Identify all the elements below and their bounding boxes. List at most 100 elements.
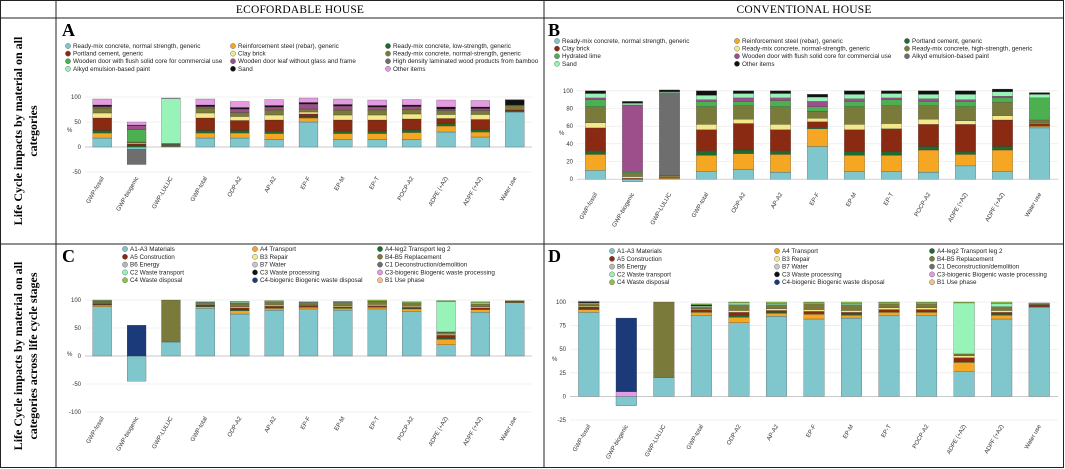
legend-swatch	[65, 66, 71, 72]
bar-segment	[766, 313, 787, 317]
bar-segment	[161, 98, 181, 144]
bar-segment	[333, 306, 353, 308]
bar-segment	[953, 361, 975, 363]
legend-label: B4-B5 Replacement	[385, 254, 442, 261]
legend-label: Alkyd emulsion-based paint	[73, 66, 150, 73]
bar-segment	[733, 90, 754, 94]
bar-segment	[367, 305, 387, 307]
bar-segment	[770, 106, 791, 125]
bar-segment	[578, 308, 600, 310]
bar-segment	[92, 112, 112, 119]
legend-label: High density laminated wood products fro…	[393, 58, 539, 65]
bar-segment	[918, 105, 939, 120]
bar-segment	[992, 88, 1013, 92]
bar-segment	[881, 93, 902, 99]
bar-segment	[728, 315, 750, 318]
bar-segment	[92, 132, 112, 139]
bar-segment	[803, 314, 825, 320]
bar-segment	[195, 302, 215, 305]
legend-swatch	[252, 277, 258, 284]
bar-segment	[878, 302, 900, 305]
x-tick-label: ADPE (+A2)	[428, 416, 450, 447]
legend-swatch	[122, 261, 128, 268]
bar-segment	[333, 109, 353, 116]
bar-segment	[916, 315, 938, 397]
x-tick-label: EP-F	[809, 192, 821, 207]
bar-segment	[578, 309, 600, 313]
bar-segment	[622, 173, 643, 177]
legend-label: C4 Waste disposal	[130, 277, 182, 284]
bar-segment	[766, 308, 787, 311]
bar-segment	[578, 303, 600, 306]
y-axis-label: %	[67, 128, 73, 134]
legend-label: C4-biogenic Biogenic waste disposal	[782, 279, 885, 286]
bar-segment	[505, 111, 525, 148]
x-tick-label: ADPE (+A2)	[428, 176, 450, 207]
bar-segment	[696, 106, 717, 125]
legend-label: Ready-mix concrete, high-strength, gener…	[912, 46, 1032, 53]
bar-segment	[615, 317, 637, 392]
bar-segment	[766, 310, 787, 313]
bar-segment	[92, 306, 112, 357]
bar-segment	[991, 301, 1013, 305]
bar-segment	[1028, 302, 1050, 305]
bar-segment	[195, 137, 215, 148]
y-tick-label: -100	[69, 410, 82, 416]
bar-segment	[402, 109, 422, 115]
bar-segment	[264, 309, 284, 357]
bar-segment	[1029, 94, 1050, 99]
legend-label: Sand	[562, 61, 577, 68]
bar-segment	[436, 125, 456, 133]
legend-swatch	[774, 255, 780, 262]
legend-swatch	[122, 246, 128, 252]
x-tick-label: GWP-total	[190, 176, 209, 203]
legend-swatch	[252, 253, 258, 260]
bar-segment	[953, 302, 975, 355]
bar-segment	[807, 101, 828, 107]
bar-segment	[841, 310, 862, 313]
bar-segment	[264, 304, 284, 307]
bar-segment	[367, 130, 387, 134]
legend-swatch	[230, 58, 236, 65]
y-tick-label: 50	[559, 347, 566, 353]
bar-segment	[402, 99, 422, 106]
panel-label: D	[548, 246, 561, 266]
bar-segment	[1029, 126, 1050, 129]
bar-segment	[505, 300, 525, 302]
row1-side-line2: categories	[26, 105, 40, 157]
bar-segment	[470, 100, 491, 108]
x-tick-label: GWP-fossil	[579, 192, 599, 221]
bar-segment	[92, 107, 112, 114]
legend-label: Ready-mix concrete, normal-strength, gen…	[742, 46, 870, 53]
legend-label: C2 Waste transport	[130, 269, 184, 276]
bar-segment	[878, 303, 900, 308]
y-tick-label: 0	[78, 354, 82, 360]
bar-segment	[470, 136, 491, 148]
bar-segment	[992, 91, 1013, 97]
bar-segment	[955, 124, 976, 152]
bar-segment	[653, 377, 675, 397]
bar-segment	[1028, 307, 1050, 397]
bar-segment	[436, 106, 456, 110]
bar-segment	[470, 119, 491, 130]
bar-segment	[126, 141, 147, 144]
bar-segment	[955, 106, 976, 121]
bar-segment	[696, 124, 717, 130]
bar-segment	[436, 332, 456, 335]
legend-label: Clay brick	[562, 46, 590, 53]
bar-segment	[841, 303, 862, 305]
y-tick-label: 40	[566, 142, 573, 148]
bar-segment	[1028, 304, 1050, 307]
bar-segment	[696, 129, 717, 152]
x-tick-label: GWP-LULUC	[151, 415, 175, 450]
bar-segment	[402, 307, 422, 309]
bar-segment	[690, 308, 712, 310]
bar-segment	[803, 302, 825, 305]
bar-segment	[844, 171, 865, 180]
bar-segment	[766, 312, 787, 314]
legend-label: B7 Water	[260, 262, 286, 269]
legend-swatch	[554, 53, 560, 60]
bar-segment	[585, 93, 606, 99]
bar-segment	[844, 106, 865, 125]
legend-swatch	[377, 246, 383, 252]
